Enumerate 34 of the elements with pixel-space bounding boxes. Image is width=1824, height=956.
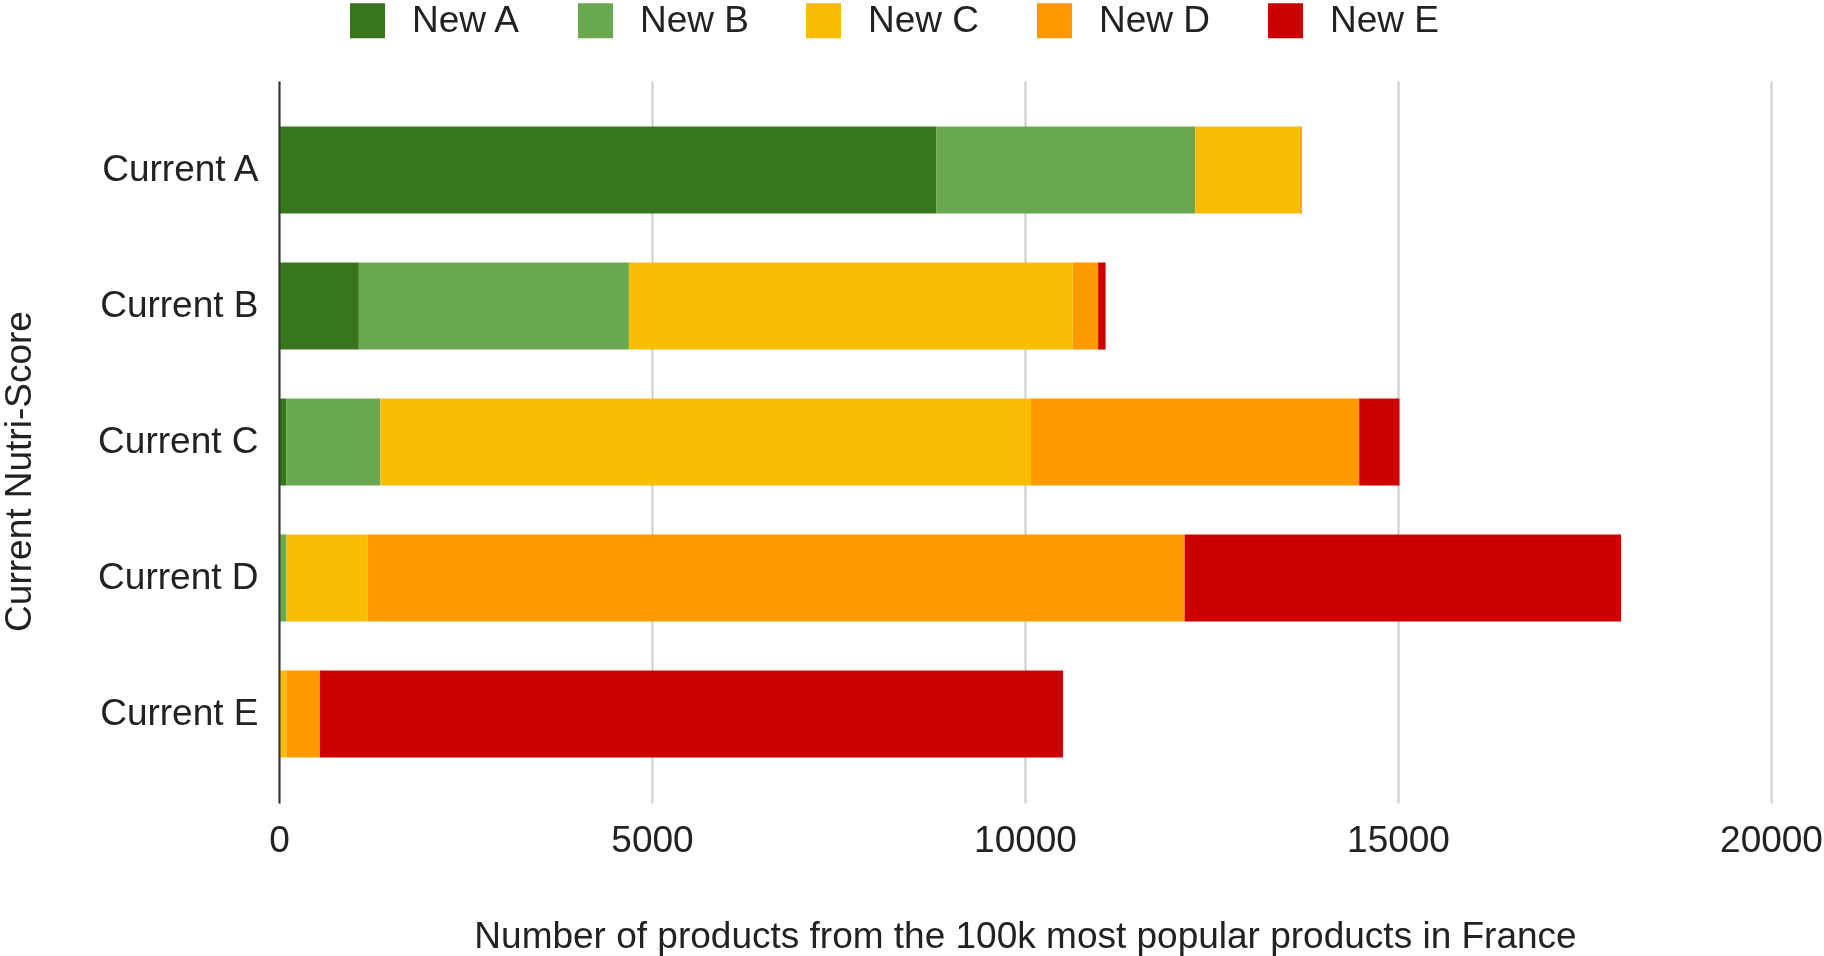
- x-tick-label: 5000: [611, 818, 694, 860]
- y-tick-label: Current B: [100, 284, 259, 326]
- bar: [279, 126, 937, 214]
- x-tick-label: 10000: [974, 818, 1077, 860]
- bar: [1359, 398, 1400, 486]
- bar: [1184, 534, 1622, 622]
- bar: [1098, 262, 1106, 350]
- bar: [286, 670, 321, 758]
- bar: [380, 398, 1031, 486]
- bar: [367, 534, 1185, 622]
- legend-label: New C: [868, 0, 980, 40]
- bar: [286, 534, 368, 622]
- x-tick-label: 20000: [1720, 818, 1823, 860]
- y-tick-label: Current A: [102, 148, 259, 190]
- y-tick-label: Current D: [98, 555, 259, 597]
- legend-label: New E: [1330, 0, 1439, 40]
- bar: [279, 262, 359, 350]
- bar: [1072, 262, 1099, 350]
- bar: [628, 262, 1073, 350]
- x-axis-title: Number of products from the 100k most popular products in France: [474, 914, 1577, 956]
- bar: [286, 398, 381, 486]
- bar: [1195, 126, 1300, 214]
- y-tick-label: Current E: [100, 691, 259, 733]
- legend-label: New B: [640, 0, 749, 40]
- bar: [1030, 398, 1360, 486]
- legend-label: New A: [412, 0, 520, 40]
- legend-label: New D: [1099, 0, 1211, 40]
- x-tick-label: 15000: [1347, 818, 1450, 860]
- y-axis-title: Current Nutri-Score: [0, 311, 39, 632]
- bar: [320, 670, 1064, 758]
- bar: [936, 126, 1196, 214]
- y-tick-label: Current C: [98, 420, 259, 461]
- bar: [358, 262, 629, 350]
- x-tick-label: 0: [269, 818, 290, 860]
